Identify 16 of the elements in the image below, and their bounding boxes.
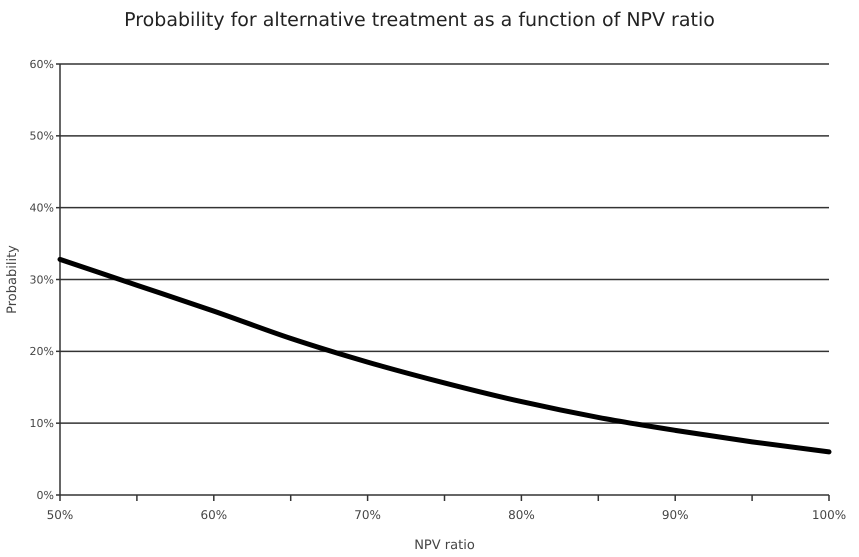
x-tick-label: 50% — [46, 508, 74, 522]
y-tick-label: 30% — [30, 273, 54, 286]
y-tick-label: 20% — [30, 345, 54, 358]
x-axis-title: NPV ratio — [414, 538, 475, 553]
x-tick-label: 80% — [508, 508, 535, 522]
y-tick-label: 0% — [36, 488, 54, 502]
x-tick-label: 60% — [200, 508, 228, 522]
y-tick-label: 40% — [30, 202, 54, 215]
chart-title: Probability for alternative treatment as a function of NPV ratio — [124, 9, 715, 31]
y-axis-title: Probability — [5, 244, 20, 314]
x-tick-label: 90% — [662, 508, 689, 522]
y-tick-label: 10% — [30, 417, 54, 430]
x-tick-label: 100% — [812, 508, 846, 522]
y-tick-label: 50% — [30, 130, 54, 143]
y-tick-label: 60% — [30, 58, 54, 71]
x-tick-label: 70% — [354, 508, 381, 522]
